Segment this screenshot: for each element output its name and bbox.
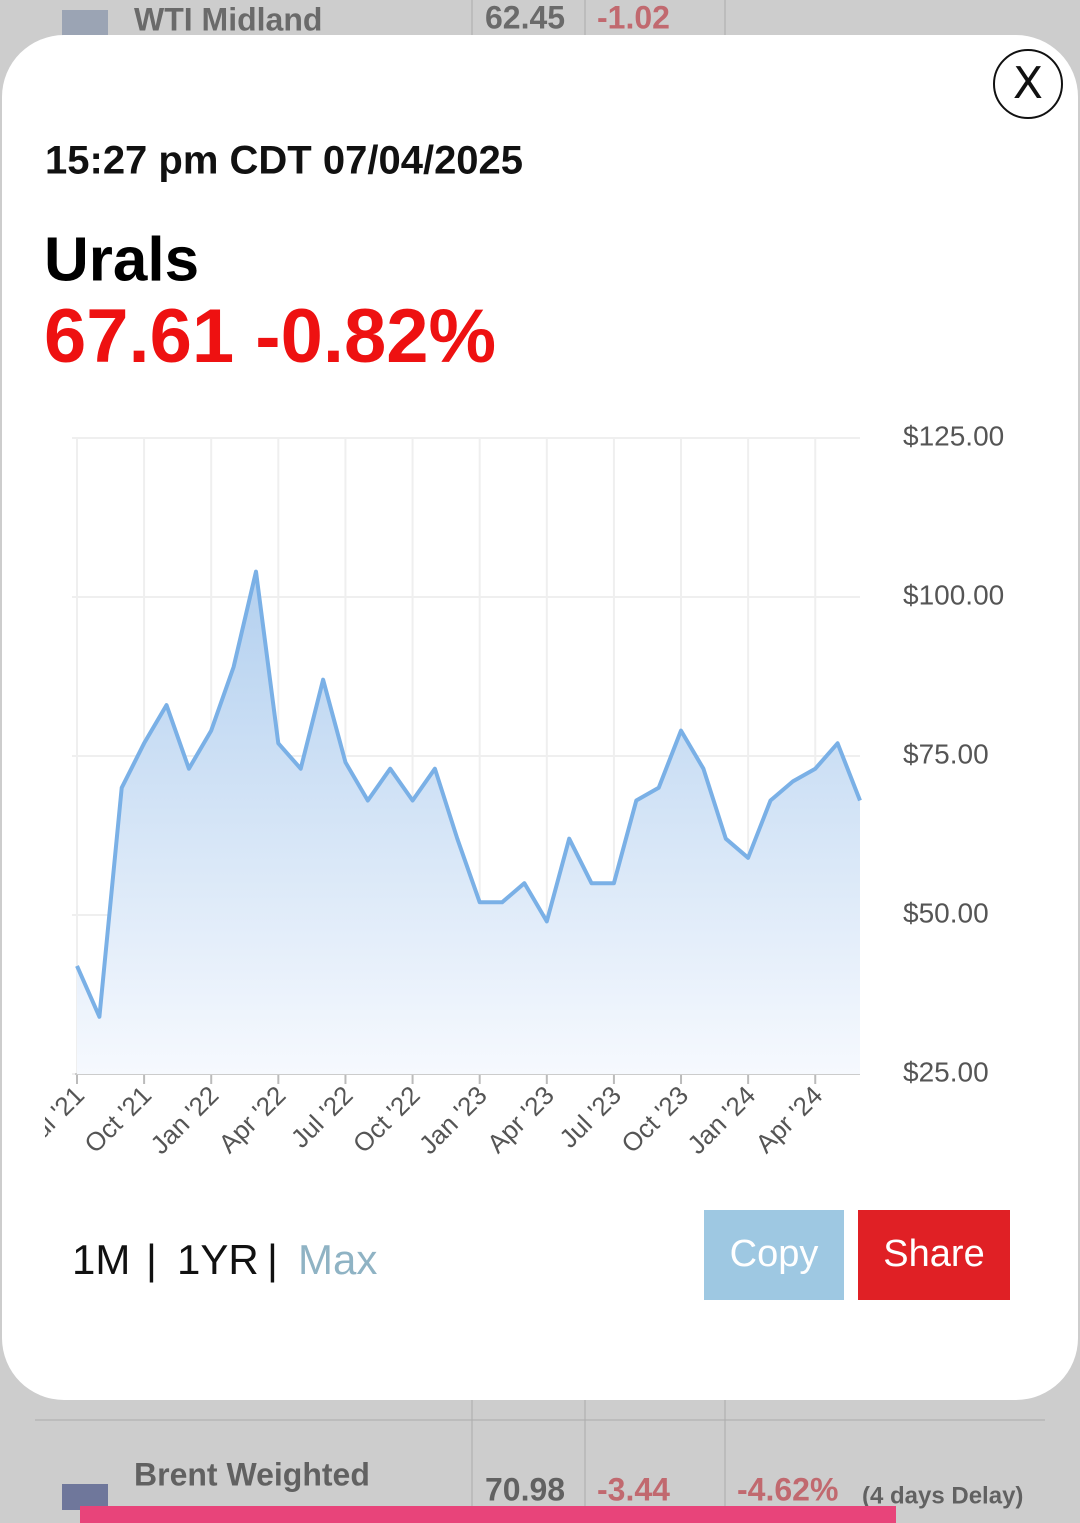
timestamp: 15:27 pm CDT 07/04/2025 xyxy=(45,139,523,183)
share-button-bg[interactable] xyxy=(858,1210,1010,1300)
y-tick-label: $125.00 xyxy=(903,420,1004,451)
instrument-name: Urals xyxy=(44,225,199,294)
y-tick-label: $100.00 xyxy=(903,579,1004,610)
close-button[interactable]: X xyxy=(993,49,1063,119)
y-tick-label: $50.00 xyxy=(903,897,989,928)
copy-label[interactable]: Copy xyxy=(730,1233,819,1275)
row-note: (4 days Delay) xyxy=(862,1482,1023,1509)
range-option[interactable]: 1M xyxy=(72,1236,130,1283)
copy-button-bg[interactable] xyxy=(704,1210,844,1300)
row-name: WTI Midland xyxy=(134,1,322,37)
y-tick-label: $25.00 xyxy=(903,1056,989,1087)
range-option[interactable]: 1YR xyxy=(177,1236,259,1283)
separator: | xyxy=(146,1236,157,1283)
quote: 67.61 -0.82% xyxy=(44,294,496,379)
y-tick-label: $75.00 xyxy=(903,738,989,769)
row-percent: -4.62% xyxy=(737,1471,838,1507)
row-change: -3.44 xyxy=(597,1471,670,1507)
price-line xyxy=(75,569,862,1019)
flag-uk xyxy=(62,1484,108,1510)
close-label[interactable]: X xyxy=(1013,58,1043,109)
flag-us xyxy=(62,10,108,36)
ad-banner xyxy=(80,1506,896,1523)
share-label[interactable]: Share xyxy=(883,1233,984,1275)
share-button[interactable]: Share xyxy=(858,1210,1010,1300)
area-fill xyxy=(77,571,860,1074)
close-circle[interactable] xyxy=(993,49,1063,119)
row-change: -1.02 xyxy=(597,0,670,35)
separator: | xyxy=(267,1236,278,1283)
row-price: 70.98 xyxy=(485,1471,565,1507)
row-name: Brent Weighted xyxy=(134,1456,370,1492)
copy-button[interactable]: Copy xyxy=(704,1210,844,1300)
row-price: 62.45 xyxy=(485,0,565,35)
range-option[interactable]: Max xyxy=(298,1236,377,1283)
